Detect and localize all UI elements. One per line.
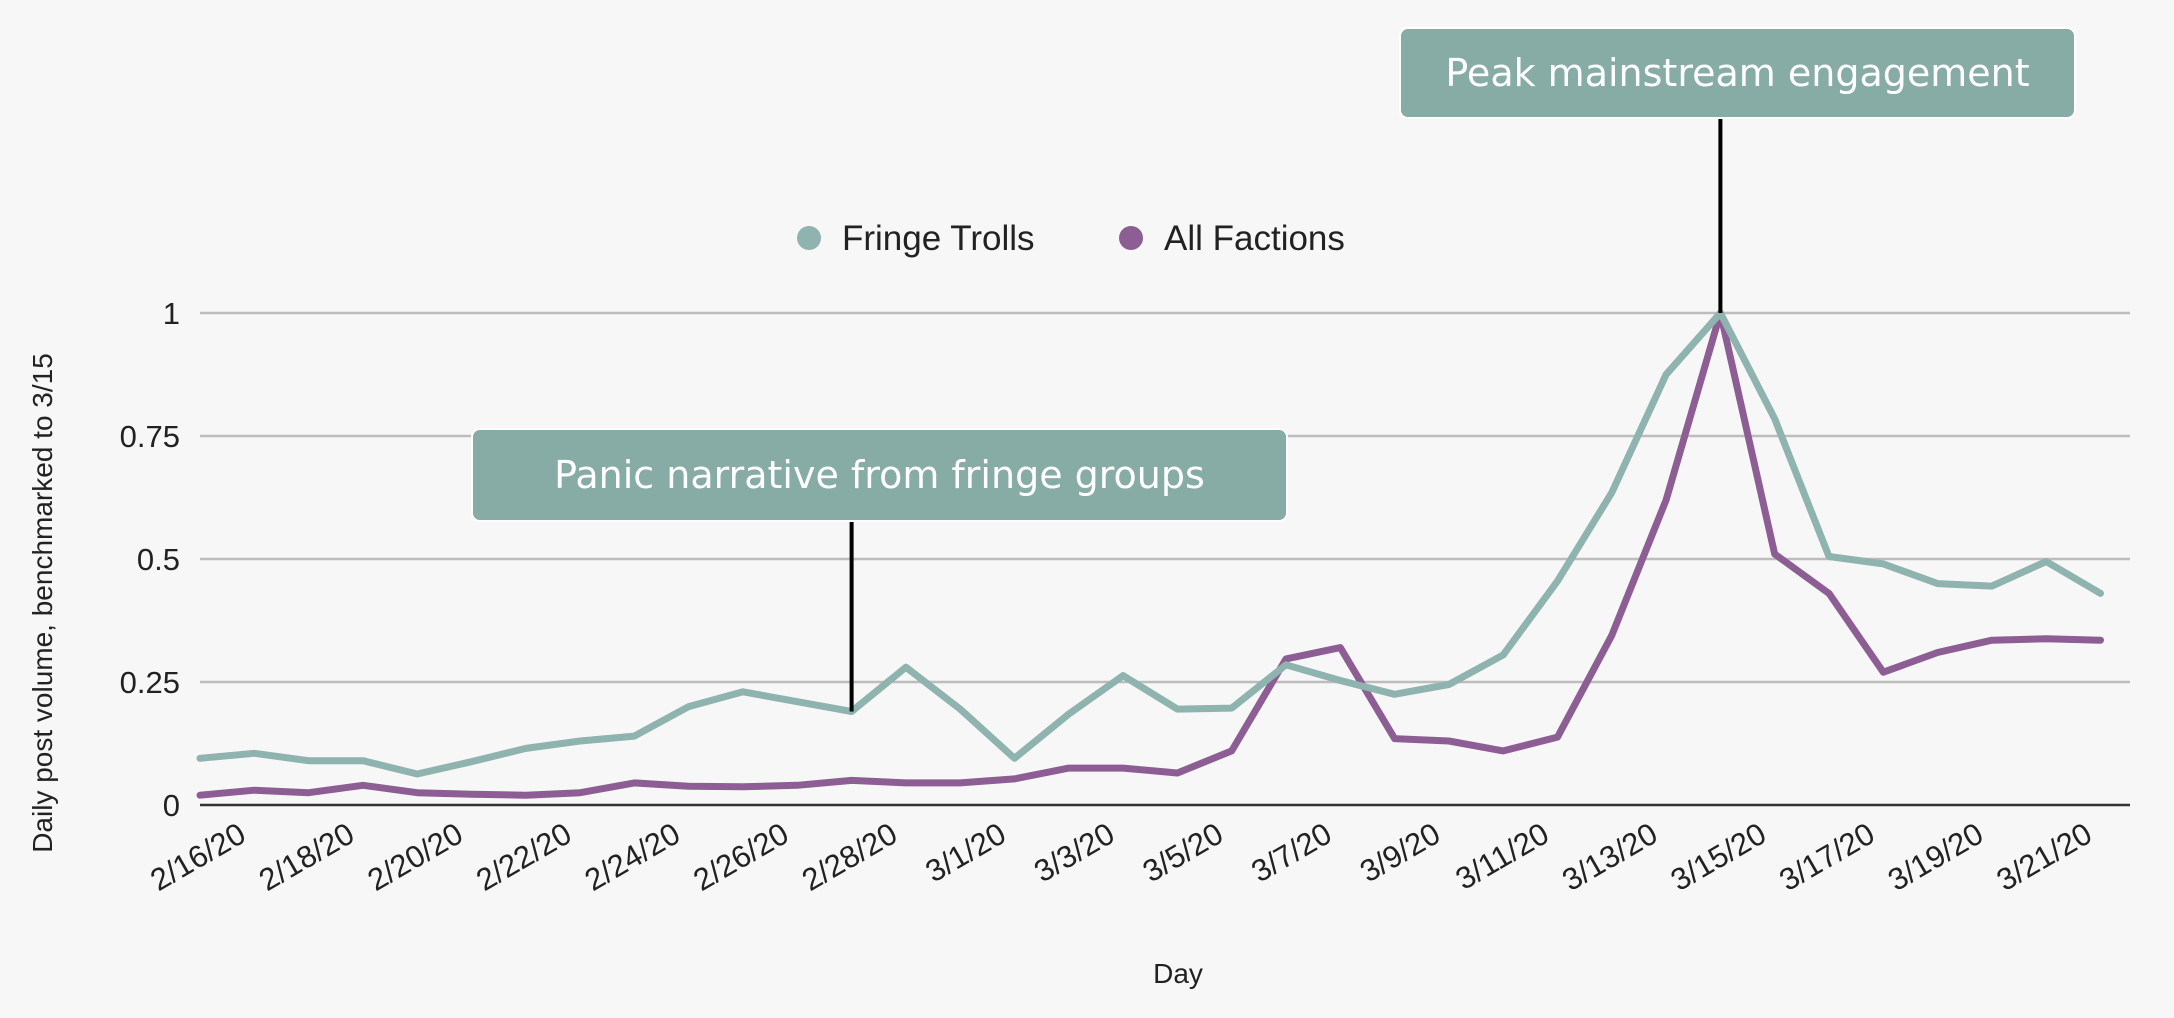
y-tick-label: 1 [163, 296, 180, 331]
x-tick-label: 2/16/20 [144, 816, 251, 898]
x-tick-label: 3/17/20 [1773, 816, 1880, 898]
series-line-all-factions [196, 309, 2104, 799]
x-tick-label: 3/7/20 [1245, 816, 1337, 889]
x-tick-label: 3/9/20 [1354, 816, 1446, 889]
x-tick-label: 3/15/20 [1665, 816, 1772, 898]
x-tick-label: 3/11/20 [1450, 816, 1555, 897]
series-line-fringe-trolls [196, 309, 2104, 778]
annotation-box [471, 428, 1288, 522]
legend: Fringe Trolls All Factions [797, 219, 1345, 258]
x-tick-label: 3/1/20 [920, 816, 1012, 889]
legend-label: Fringe Trolls [842, 219, 1035, 258]
y-tick-label: 0.25 [120, 665, 180, 700]
legend-marker [1119, 226, 1143, 250]
y-tick-label: 0.75 [120, 419, 180, 454]
legend-label: All Factions [1164, 219, 1345, 258]
x-tick-label: 2/26/20 [687, 816, 794, 898]
x-tick-label: 3/21/20 [1991, 816, 2098, 898]
y-tick-label: 0 [163, 788, 180, 823]
y-tick-label: 0.5 [137, 542, 180, 577]
x-axis-title: Day [1153, 958, 1203, 989]
x-tick-label: 2/18/20 [253, 816, 360, 898]
legend-marker [797, 226, 821, 250]
annotation-box [1399, 27, 2076, 119]
x-tick-label: 2/20/20 [362, 816, 469, 898]
x-tick-label: 3/19/20 [1882, 816, 1989, 898]
annotation-text: Peak mainstream engagement [1445, 51, 2029, 95]
annotation-text: Panic narrative from fringe groups [554, 453, 1205, 497]
x-tick-label: 3/3/20 [1028, 816, 1120, 889]
y-axis-title: Daily post volume, benchmarked to 3/15 [27, 353, 58, 853]
x-tick-label: 3/5/20 [1137, 816, 1229, 889]
annotations: Panic narrative from fringe groups Peak m… [471, 27, 2076, 712]
x-tick-label: 2/28/20 [796, 816, 903, 898]
x-tick-label: 2/24/20 [579, 816, 686, 898]
x-tick-label: 3/13/20 [1556, 816, 1663, 898]
series-lines [196, 309, 2104, 799]
x-tick-label: 2/22/20 [470, 816, 577, 898]
